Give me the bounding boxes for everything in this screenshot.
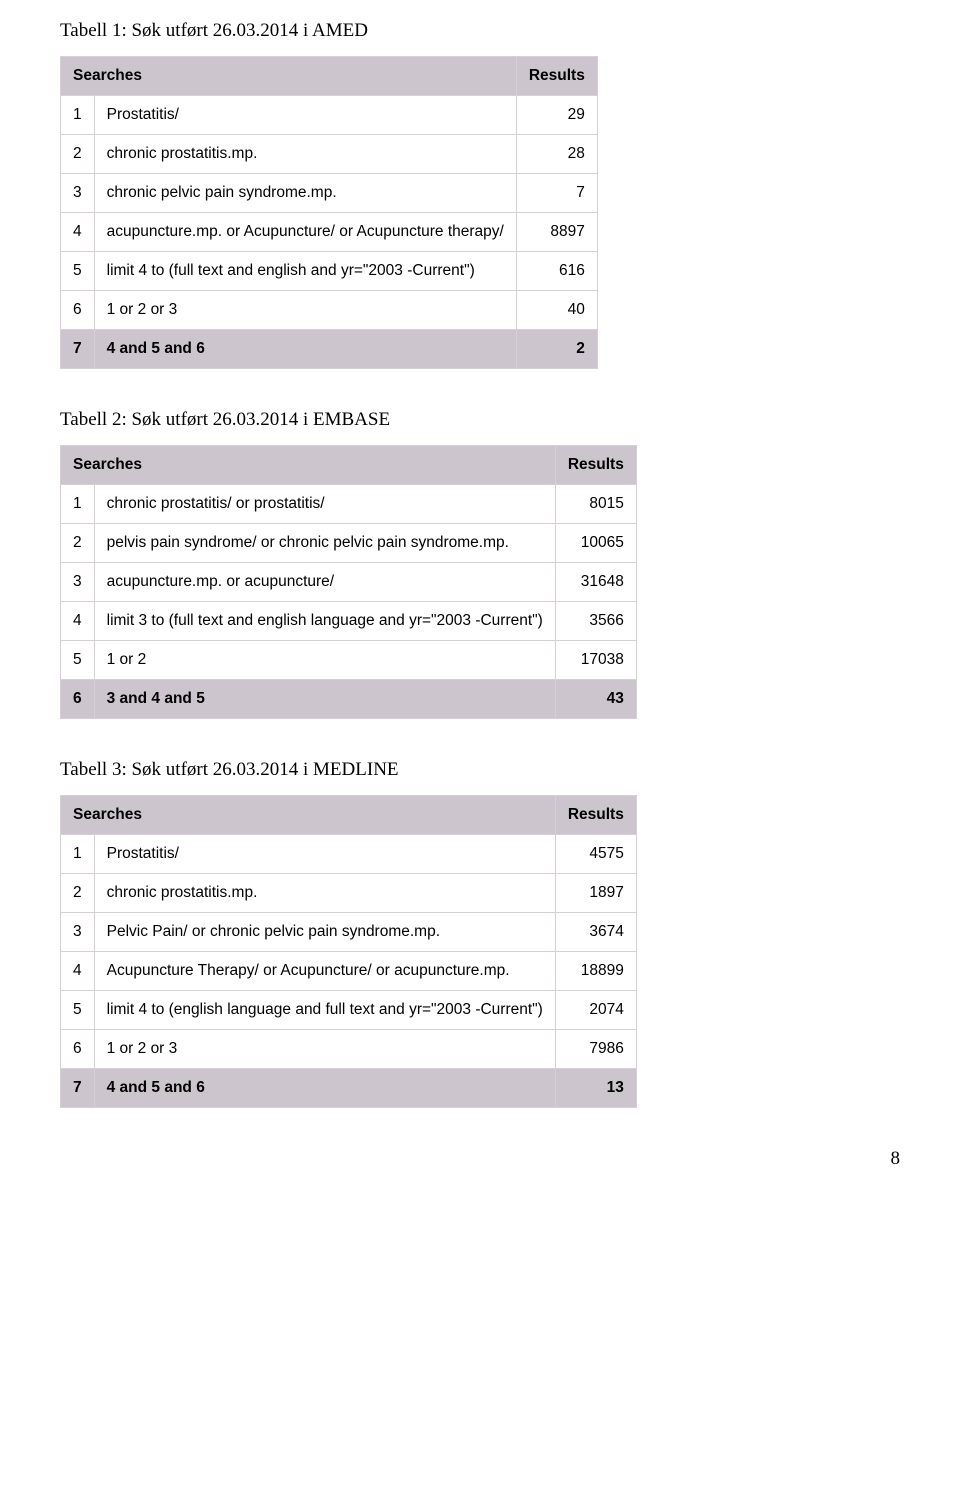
row-query: 1 or 2 or 3 (94, 291, 516, 330)
table-row: 2pelvis pain syndrome/ or chronic pelvic… (61, 524, 637, 563)
row-query: acupuncture.mp. or Acupuncture/ or Acupu… (94, 213, 516, 252)
table-row: 4Acupuncture Therapy/ or Acupuncture/ or… (61, 952, 637, 991)
row-result: 40 (516, 291, 597, 330)
row-num: 2 (61, 135, 95, 174)
col-searches: Searches (61, 57, 517, 96)
row-query: Pelvic Pain/ or chronic pelvic pain synd… (94, 913, 555, 952)
row-query: 1 or 2 (94, 641, 555, 680)
row-query: limit 4 to (full text and english and yr… (94, 252, 516, 291)
row-query: Prostatitis/ (94, 835, 555, 874)
row-query: limit 3 to (full text and english langua… (94, 602, 555, 641)
table3-body: 1Prostatitis/45752chronic prostatitis.mp… (61, 835, 637, 1069)
table2: Searches Results 1chronic prostatitis/ o… (60, 445, 637, 719)
table1-footrow: 7 4 and 5 and 6 2 (61, 330, 598, 369)
col-results: Results (516, 57, 597, 96)
table-row: 1chronic prostatitis/ or prostatitis/801… (61, 485, 637, 524)
table2-caption: Tabell 2: Søk utført 26.03.2014 i EMBASE (60, 409, 900, 431)
foot-result: 13 (555, 1069, 636, 1108)
table3-caption: Tabell 3: Søk utført 26.03.2014 i MEDLIN… (60, 759, 900, 781)
row-num: 5 (61, 641, 95, 680)
row-result: 10065 (555, 524, 636, 563)
table-row: 3acupuncture.mp. or acupuncture/31648 (61, 563, 637, 602)
table-row: 2chronic prostatitis.mp.1897 (61, 874, 637, 913)
row-query: Prostatitis/ (94, 96, 516, 135)
col-searches: Searches (61, 446, 556, 485)
foot-result: 43 (555, 680, 636, 719)
row-num: 1 (61, 96, 95, 135)
row-num: 1 (61, 485, 95, 524)
row-num: 5 (61, 252, 95, 291)
row-num: 6 (61, 1030, 95, 1069)
row-query: 1 or 2 or 3 (94, 1030, 555, 1069)
table2-body: 1chronic prostatitis/ or prostatitis/801… (61, 485, 637, 680)
row-query: Acupuncture Therapy/ or Acupuncture/ or … (94, 952, 555, 991)
table3: Searches Results 1Prostatitis/45752chron… (60, 795, 637, 1108)
table-row: 4acupuncture.mp. or Acupuncture/ or Acup… (61, 213, 598, 252)
table-row: 51 or 217038 (61, 641, 637, 680)
table-row: 5limit 4 to (full text and english and y… (61, 252, 598, 291)
row-num: 5 (61, 991, 95, 1030)
table-row: 4limit 3 to (full text and english langu… (61, 602, 637, 641)
table3-footrow: 7 4 and 5 and 6 13 (61, 1069, 637, 1108)
row-query: chronic prostatitis/ or prostatitis/ (94, 485, 555, 524)
row-result: 1897 (555, 874, 636, 913)
row-query: chronic prostatitis.mp. (94, 874, 555, 913)
table-row: 3chronic pelvic pain syndrome.mp.7 (61, 174, 598, 213)
table1-caption: Tabell 1: Søk utført 26.03.2014 i AMED (60, 20, 900, 42)
page-number: 8 (60, 1148, 900, 1170)
row-result: 29 (516, 96, 597, 135)
row-result: 3566 (555, 602, 636, 641)
table1: Searches Results 1Prostatitis/292chronic… (60, 56, 598, 369)
row-query: acupuncture.mp. or acupuncture/ (94, 563, 555, 602)
row-num: 4 (61, 952, 95, 991)
row-result: 7 (516, 174, 597, 213)
row-num: 2 (61, 524, 95, 563)
row-result: 616 (516, 252, 597, 291)
row-result: 28 (516, 135, 597, 174)
col-searches: Searches (61, 796, 556, 835)
row-num: 2 (61, 874, 95, 913)
table-row: 5limit 4 to (english language and full t… (61, 991, 637, 1030)
foot-query: 4 and 5 and 6 (94, 330, 516, 369)
foot-num: 6 (61, 680, 95, 719)
row-result: 8897 (516, 213, 597, 252)
row-result: 8015 (555, 485, 636, 524)
table-row: 61 or 2 or 37986 (61, 1030, 637, 1069)
foot-query: 3 and 4 and 5 (94, 680, 555, 719)
row-result: 31648 (555, 563, 636, 602)
col-results: Results (555, 796, 636, 835)
row-result: 18899 (555, 952, 636, 991)
table1-body: 1Prostatitis/292chronic prostatitis.mp.2… (61, 96, 598, 330)
row-query: limit 4 to (english language and full te… (94, 991, 555, 1030)
row-result: 17038 (555, 641, 636, 680)
table-row: 61 or 2 or 340 (61, 291, 598, 330)
table2-footrow: 6 3 and 4 and 5 43 (61, 680, 637, 719)
table-row: 1Prostatitis/4575 (61, 835, 637, 874)
row-num: 1 (61, 835, 95, 874)
row-num: 6 (61, 291, 95, 330)
table-row: 1Prostatitis/29 (61, 96, 598, 135)
table-row: 3Pelvic Pain/ or chronic pelvic pain syn… (61, 913, 637, 952)
row-num: 3 (61, 563, 95, 602)
row-query: chronic prostatitis.mp. (94, 135, 516, 174)
row-result: 3674 (555, 913, 636, 952)
foot-result: 2 (516, 330, 597, 369)
row-num: 4 (61, 213, 95, 252)
col-results: Results (555, 446, 636, 485)
row-result: 4575 (555, 835, 636, 874)
foot-num: 7 (61, 330, 95, 369)
row-num: 3 (61, 174, 95, 213)
row-num: 3 (61, 913, 95, 952)
row-result: 7986 (555, 1030, 636, 1069)
table-row: 2chronic prostatitis.mp.28 (61, 135, 598, 174)
foot-query: 4 and 5 and 6 (94, 1069, 555, 1108)
foot-num: 7 (61, 1069, 95, 1108)
row-query: chronic pelvic pain syndrome.mp. (94, 174, 516, 213)
row-query: pelvis pain syndrome/ or chronic pelvic … (94, 524, 555, 563)
row-num: 4 (61, 602, 95, 641)
row-result: 2074 (555, 991, 636, 1030)
